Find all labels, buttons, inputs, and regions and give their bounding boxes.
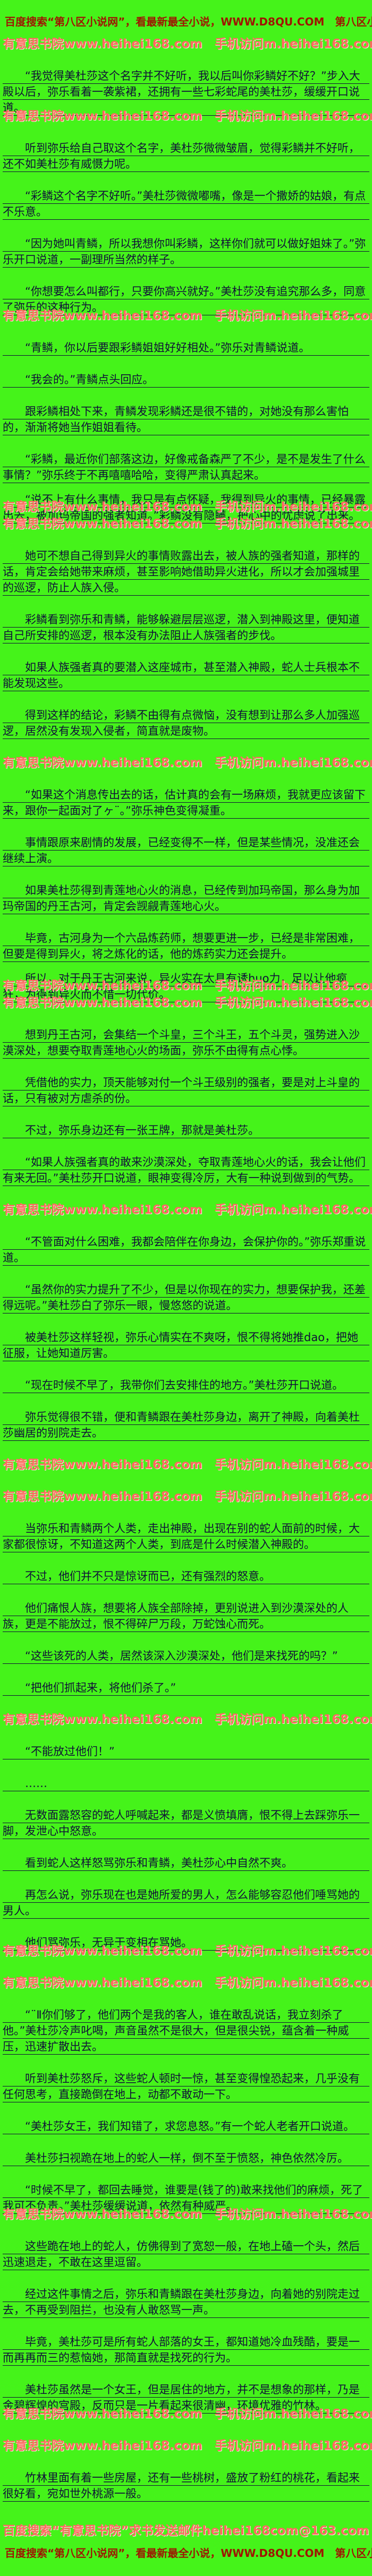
paragraph: “说不上有什么事情，我只是有点怀疑，我得到异火的事情，已经暴露出去，被加玛帝国的… bbox=[3, 492, 369, 523]
paragraph: “这些该死的人类，居然该深入沙漠深处，他们是来找死的吗？” bbox=[3, 1648, 369, 1664]
watermark-line: 有意思书院www.heihei168.com 手机访问m.heihei168.c… bbox=[3, 1203, 372, 1217]
paragraph: 他们痛恨人族，想要将人族全部除掉，更别说进入到沙漠深处的人族，更是不能放过，恨不… bbox=[3, 1600, 369, 1632]
paragraph: “虽然你的实力提升了不少，但是以你现在的实力，想要保护我，还差得远呢。”美杜莎白… bbox=[3, 1282, 369, 1313]
paragraph: 他们骂弥乐，无异于变相在骂她。 bbox=[3, 1935, 369, 1951]
paragraph: “你想要怎么叫都行，只要你高兴就好。”美杜莎没有追究那么多，同意了弥乐的这种行为… bbox=[3, 284, 369, 315]
header-promo-line: 百度搜索“第八区小说网”，看最新最全小说，WWW.D8QU.COM 第八区小说网… bbox=[5, 15, 372, 28]
watermark-line: 有意思书院www.heihei168.com 手机访问m.heihei168.c… bbox=[3, 500, 372, 514]
paragraph: 竹林里面有着一些房屋，还有一些桃树，盛放了粉红的桃花，看起来很好看，宛如世外桃源… bbox=[3, 2470, 369, 2502]
footer-promo-line: 百度搜索“第八区小说网”，看最新最全小说，WWW.D8QU.COM 第八区小说网… bbox=[5, 2547, 372, 2560]
paragraph: 听到弥乐给自己取这个名字，美杜莎微微皱眉，觉得彩鳞并不好听，还不如美杜莎有威慑力… bbox=[3, 140, 369, 172]
paragraph: 跟彩鳞相处下来，青鳞发现彩鳞还是很不错的，对她没有那么害怕的，渐渐将她当作姐姐看… bbox=[3, 403, 369, 435]
watermark-line: 有意思书院www.heihei168.com 手机访问m.heihei168.c… bbox=[3, 1458, 372, 1472]
paragraph: “不管面对什么困难，我都会陪伴在你身边，会保护你的。”弥乐郑重说道。 bbox=[3, 1234, 369, 1266]
paragraph: “不能放过他们！” bbox=[3, 1744, 369, 1759]
paragraph: 如果人族强者真的要潜入这座城市，甚至潜入神殿，蛇人士兵根本不能发现这些。 bbox=[3, 659, 369, 691]
watermark-line: 有意思书院www.heihei168.com 手机访问m.heihei168.c… bbox=[3, 1713, 372, 1727]
paragraph: 被美杜莎这样轻视，弥乐心情实在不爽呀，恨不得将她推dao，把她征服，让她知道厉害… bbox=[3, 1329, 369, 1361]
paragraph: 当弥乐和青鳞两个人类，走出神殿，出现在别的蛇人面前的时候，大家都很惊讶，不知道这… bbox=[3, 1521, 369, 1552]
watermark-line: 有意思书院www.heihei168.com 手机访问m.heihei168.c… bbox=[3, 2208, 372, 2221]
watermark-line: 有意思书院www.heihei168.com 手机访问m.heihei168.c… bbox=[3, 109, 372, 123]
watermark-line: 有意思书院www.heihei168.com 手机访问m.heihei168.c… bbox=[3, 996, 372, 1010]
paragraph: 如果美杜莎得到青莲地心火的消息，已经传到加玛帝国，那么身为加玛帝国的丹王古河，肯… bbox=[3, 882, 369, 914]
paragraph: 不过，他们并不只是惊讶而已，还有强烈的怒意。 bbox=[3, 1568, 369, 1584]
paragraph: 美杜莎扫视跪在地上的蛇人一样，倒不至于愤怒，神色依然冷厉。 bbox=[3, 2150, 369, 2166]
paragraph: 再怎么说，弥乐现在也是她所爱的男人，怎么能够容忍他们唾骂她的男人。 bbox=[3, 1887, 369, 1919]
paragraph: 凭借他的实力，顶天能够对付一个斗王级别的强者，要是对上斗皇的话，只有被对方虐杀的… bbox=[3, 1075, 369, 1106]
paragraph: 无数面露怒容的蛇人呼喊起来，都是义愤填膺，恨不得上去踩弥乐一脚，发泄心中怒意。 bbox=[3, 1807, 369, 1839]
novel-content: 百度搜索“第八区小说网”，看最新最全小说，WWW.D8QU.COM 第八区小说网… bbox=[3, 15, 372, 2560]
paragraph: 看到蛇人这样怒骂弥乐和青鳞，美杜莎心中自然不爽。 bbox=[3, 1855, 369, 1871]
watermark-line: 有意思书院www.heihei168.com 手机访问m.heihei168.c… bbox=[3, 1944, 372, 1958]
paragraph: “把他们抓起来，将他们杀了。” bbox=[3, 1680, 369, 1696]
watermark-line: 有意思书院www.heihei168.com 手机访问m.heihei168.c… bbox=[3, 2439, 372, 2453]
paragraph: 毕竟，美杜莎可是所有蛇人部落的女王，都知道她冷血残酷，要是一而再再而三的惹恼她，… bbox=[3, 2334, 369, 2366]
paragraph: 听到美杜莎怒斥，这些蛇人顿时一惊，甚至变得惶恐起来，几乎没有任何思考，直接跪倒在… bbox=[3, 2071, 369, 2102]
paragraph: “彩鳞这个名字不好听。”美杜莎微微嘟嘴，像是一个撒娇的姑娘，有点不乐意。 bbox=[3, 188, 369, 220]
watermark-line: 有意思书院www.heihei168.com 手机访问m.heihei168.c… bbox=[3, 37, 372, 51]
paragraph: 所以，对于丹王古河来说，异火实在太具有诱huo力，足以让他疯狂，为得到异火而不惜… bbox=[3, 971, 369, 1002]
watermark-line: 有意思书院www.heihei168.com 手机访问m.heihei168.c… bbox=[3, 1976, 372, 1990]
paragraph: 弥乐觉得很不错，便和青鳞跟在美杜莎身边，离开了神殿，向着美杜莎幽居的别院走去。 bbox=[3, 1409, 369, 1441]
paragraph: 她可不想自己得到异火的事情败露出去，被人族的强者知道，那样的话，肯定会给她带来麻… bbox=[3, 548, 369, 596]
watermark-line: 有意思书院www.heihei168.com 手机访问m.heihei168.c… bbox=[3, 2407, 372, 2421]
watermark-line: 有意思书院www.heihei168.com 手机访问m.heihei168.c… bbox=[3, 309, 372, 323]
paragraph: 毕竟，古河身为一个六品炼药师，想要更进一步，已经是非常困难，但要是得到异火，将之… bbox=[3, 930, 369, 962]
watermark-line: 有意思书院www.heihei168.com 手机访问m.heihei168.c… bbox=[3, 517, 372, 531]
paragraph: 想到丹王古河，会集结一个斗皇，三个斗王，五个斗灵，强势进入沙漠深处，想要夺取青莲… bbox=[3, 1027, 369, 1059]
paragraph: …… bbox=[3, 1775, 369, 1791]
paragraph: “我觉得美杜莎这个名字并不好听，我以后叫你彩鳞好不好？”步入大殿以后，弥乐看着一… bbox=[3, 68, 369, 116]
paragraph: “如果这个消息传出去的话，估计真的会有一场麻烦，我就更应该留下来，跟你一起面对了… bbox=[3, 787, 369, 819]
paragraph: “因为她叫青鳞，所以我想你叫彩鳞，这样你们就可以做好姐妹了。”弥乐开口说道，一副… bbox=[3, 236, 369, 268]
paragraph: “美杜莎女王，我们知错了，求您息怒。”有一个蛇人老者开口说道。 bbox=[3, 2118, 369, 2134]
watermark-line: 有意思书院www.heihei168.com 手机访问m.heihei168.c… bbox=[3, 756, 372, 770]
watermark-line: 有意思书院www.heihei168.com 手机访问m.heihei168.c… bbox=[3, 979, 372, 993]
paragraph: 这些跪在地上的蛇人，仿佛得到了宽恕一般，在地上磕一个头，然后迅速退走，不敢在这里… bbox=[3, 2238, 369, 2270]
paragraph: “¨Ⅱ你们够了，他们两个是我的客人，谁在敢乱说话，我立刻杀了他。”美杜莎冷声叱喝… bbox=[3, 2007, 369, 2055]
footer-request-line: 百度搜索“有意思书院”求书发送邮件heihei168com@163.com bbox=[3, 2524, 369, 2538]
paragraph: 不过，弥乐身边还有一张王牌，那就是美杜莎。 bbox=[3, 1122, 369, 1138]
paragraph: “如果人族强者真的敢来沙漠深处，夺取青莲地心火的话，我会让他们有来无回。”美杜莎… bbox=[3, 1154, 369, 1186]
paragraph: 彩鳞看到弥乐和青鳞，能够躲避层层巡逻，潜入到神殿这里，便知道自己所安排的巡逻，根… bbox=[3, 612, 369, 643]
paragraph: “我会的。”青鳞点头回应。 bbox=[3, 372, 369, 388]
paragraph: 事情跟原来剧情的发展，已经变得不一样，但是某些情况，没准还会继续上演。 bbox=[3, 835, 369, 866]
paragraph: “青鳞，你以后要跟彩鳞姐姐好好相处。”弥乐对青鳞说道。 bbox=[3, 340, 369, 356]
paragraph: “现在时候不早了，我带你们去安排住的地方。”美杜莎开口说道。 bbox=[3, 1377, 369, 1393]
paragraph: 经过这件事情之后，弥乐和青鳞跟在美杜莎身边，向着她的别院走过去，不再受到阻拦，也… bbox=[3, 2286, 369, 2318]
watermark-line: 有意思书院www.heihei168.com 手机访问m.heihei168.c… bbox=[3, 1490, 372, 1504]
paragraph: “彩鳞，最近你们部落这边，好像戒备森严了不少，是不是发生了什么事情？”弥乐终于不… bbox=[3, 451, 369, 483]
paragraph: 得到这样的结论，彩鳞不由得有点微恼，没有想到让那么多人加强巡逻，居然没有发现入侵… bbox=[3, 707, 369, 739]
